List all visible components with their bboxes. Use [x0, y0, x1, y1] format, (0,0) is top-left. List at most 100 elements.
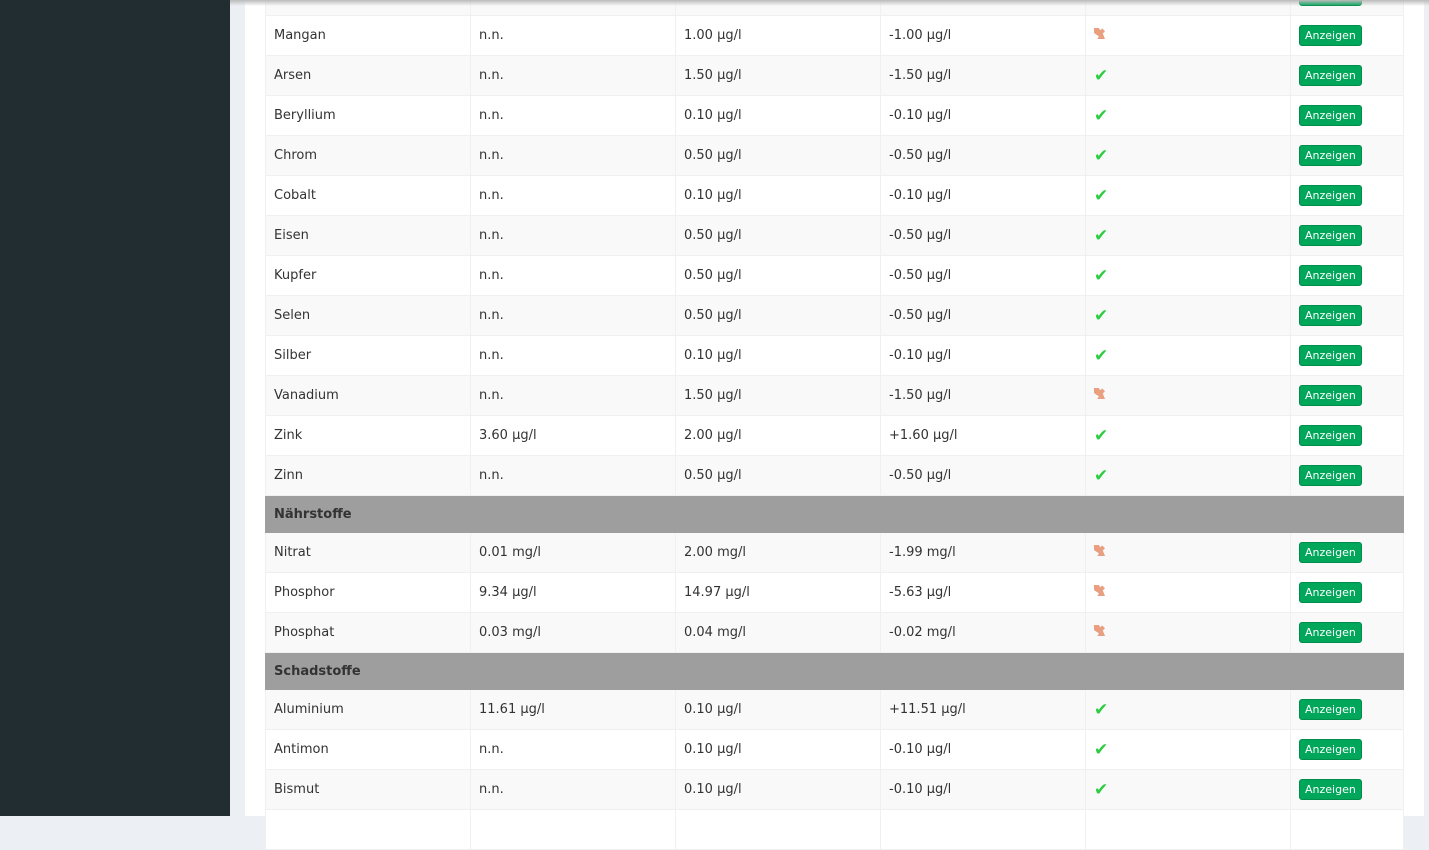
show-button[interactable]: Anzeigen: [1299, 385, 1362, 406]
check-icon: ✔: [1094, 425, 1109, 446]
action-cell: Anzeigen: [1290, 255, 1404, 296]
status-cell: ✔: [1085, 55, 1291, 96]
parameter-name: Zinn: [265, 455, 471, 496]
warning-arrow-icon: [1094, 28, 1105, 39]
measured-value: n.n.: [470, 729, 676, 770]
action-cell: Anzeigen: [1290, 612, 1404, 653]
table-row: Antimon n.n. 0.10 µg/l -0.10 µg/l ✔ Anze…: [265, 729, 1404, 770]
show-button[interactable]: Anzeigen: [1299, 345, 1362, 366]
parameter-name: Cobalt: [265, 175, 471, 216]
table-row: Nitrat 0.01 mg/l 2.00 mg/l -1.99 mg/l An…: [265, 532, 1404, 573]
action-cell: Anzeigen: [1290, 375, 1404, 416]
table-row: Phosphat 0.03 mg/l 0.04 mg/l -0.02 mg/l …: [265, 612, 1404, 653]
parameter-name: Antimon: [265, 729, 471, 770]
table-row: Beryllium n.n. 0.10 µg/l -0.10 µg/l ✔ An…: [265, 95, 1404, 136]
table-row: Selen n.n. 0.50 µg/l -0.50 µg/l ✔ Anzeig…: [265, 295, 1404, 336]
table-row: Kupfer n.n. 0.50 µg/l -0.50 µg/l ✔ Anzei…: [265, 255, 1404, 296]
show-button[interactable]: Anzeigen: [1299, 542, 1362, 563]
measured-value: n.n.: [470, 215, 676, 256]
measured-value: n.n.: [470, 175, 676, 216]
parameter-name: Eisen: [265, 215, 471, 256]
action-cell: Anzeigen: [1290, 689, 1404, 730]
table-row: Mangan n.n. 1.00 µg/l -1.00 µg/l Anzeige…: [265, 15, 1404, 56]
table-row: Bismut n.n. 0.10 µg/l -0.10 µg/l ✔ Anzei…: [265, 769, 1404, 810]
header-shadow: [230, 0, 1429, 6]
parameter-name: Phosphat: [265, 612, 471, 653]
check-icon: ✔: [1094, 265, 1109, 286]
measured-value: 11.61 µg/l: [470, 689, 676, 730]
warning-arrow-icon: [1094, 625, 1105, 636]
measured-value: 0.03 mg/l: [470, 612, 676, 653]
limit-value: 0.10 µg/l: [675, 689, 881, 730]
check-icon: ✔: [1094, 465, 1109, 486]
status-cell: ✔: [1085, 335, 1291, 376]
show-button[interactable]: Anzeigen: [1299, 105, 1362, 126]
warning-arrow-icon: [1094, 388, 1105, 399]
show-button[interactable]: Anzeigen: [1299, 739, 1362, 760]
check-icon: ✔: [1094, 185, 1109, 206]
show-button[interactable]: Anzeigen: [1299, 65, 1362, 86]
parameter-name: Phosphor: [265, 572, 471, 613]
show-button[interactable]: Anzeigen: [1299, 622, 1362, 643]
table-row: Aluminium 11.61 µg/l 0.10 µg/l +11.51 µg…: [265, 689, 1404, 730]
difference-value: +11.51 µg/l: [880, 689, 1086, 730]
action-cell: Anzeigen: [1290, 769, 1404, 810]
difference-value: -0.10 µg/l: [880, 769, 1086, 810]
status-cell: ✔: [1085, 455, 1291, 496]
show-button[interactable]: Anzeigen: [1299, 465, 1362, 486]
status-cell: ✔: [1085, 415, 1291, 456]
show-button[interactable]: Anzeigen: [1299, 699, 1362, 720]
action-cell: Anzeigen: [1290, 335, 1404, 376]
difference-value: -0.10 µg/l: [880, 729, 1086, 770]
difference-value: -1.50 µg/l: [880, 375, 1086, 416]
warning-arrow-icon: [1094, 585, 1105, 596]
status-cell: ✔: [1085, 255, 1291, 296]
action-cell: Anzeigen: [1290, 55, 1404, 96]
action-cell: Anzeigen: [1290, 455, 1404, 496]
status-cell: ✔: [1085, 689, 1291, 730]
show-button[interactable]: Anzeigen: [1299, 582, 1362, 603]
parameter-name: Aluminium: [265, 689, 471, 730]
show-button[interactable]: Anzeigen: [1299, 425, 1362, 446]
limit-value: 0.10 µg/l: [675, 335, 881, 376]
status-cell: [1085, 612, 1291, 653]
parameter-name: Kupfer: [265, 255, 471, 296]
difference-value: -0.50 µg/l: [880, 255, 1086, 296]
show-button[interactable]: Anzeigen: [1299, 305, 1362, 326]
show-button[interactable]: Anzeigen: [1299, 25, 1362, 46]
show-button[interactable]: Anzeigen: [1299, 145, 1362, 166]
table-row: Zinn n.n. 0.50 µg/l -0.50 µg/l ✔ Anzeige…: [265, 455, 1404, 496]
difference-value: -0.10 µg/l: [880, 175, 1086, 216]
action-cell: Anzeigen: [1290, 572, 1404, 613]
table-row: Zink 3.60 µg/l 2.00 µg/l +1.60 µg/l ✔ An…: [265, 415, 1404, 456]
difference-value: -0.10 µg/l: [880, 95, 1086, 136]
limit-value: 1.50 µg/l: [675, 55, 881, 96]
parameter-name: Mangan: [265, 15, 471, 56]
action-cell: Anzeigen: [1290, 415, 1404, 456]
limit-value: 2.00 µg/l: [675, 415, 881, 456]
check-icon: ✔: [1094, 65, 1109, 86]
measured-value: n.n.: [470, 375, 676, 416]
limit-value: 14.97 µg/l: [675, 572, 881, 613]
measured-value: n.n.: [470, 769, 676, 810]
difference-value: -0.10 µg/l: [880, 335, 1086, 376]
measured-value: n.n.: [470, 455, 676, 496]
measured-value: 0.01 mg/l: [470, 532, 676, 573]
table-row: Eisen n.n. 0.50 µg/l -0.50 µg/l ✔ Anzeig…: [265, 215, 1404, 256]
check-icon: ✔: [1094, 345, 1109, 366]
show-button[interactable]: Anzeigen: [1299, 265, 1362, 286]
limit-value: 2.00 mg/l: [675, 532, 881, 573]
table-row: Cobalt n.n. 0.10 µg/l -0.10 µg/l ✔ Anzei…: [265, 175, 1404, 216]
show-button[interactable]: Anzeigen: [1299, 185, 1362, 206]
table-row: Silber n.n. 0.10 µg/l -0.10 µg/l ✔ Anzei…: [265, 335, 1404, 376]
show-button[interactable]: Anzeigen: [1299, 225, 1362, 246]
action-cell: Anzeigen: [1290, 175, 1404, 216]
show-button[interactable]: Anzeigen: [1299, 779, 1362, 800]
check-icon: ✔: [1094, 739, 1109, 760]
section-title: Schadstoffe: [265, 652, 1404, 690]
parameter-name: Bismut: [265, 769, 471, 810]
difference-value: -0.50 µg/l: [880, 295, 1086, 336]
measured-value: n.n.: [470, 95, 676, 136]
measured-value: n.n.: [470, 295, 676, 336]
sidebar: [0, 0, 230, 816]
